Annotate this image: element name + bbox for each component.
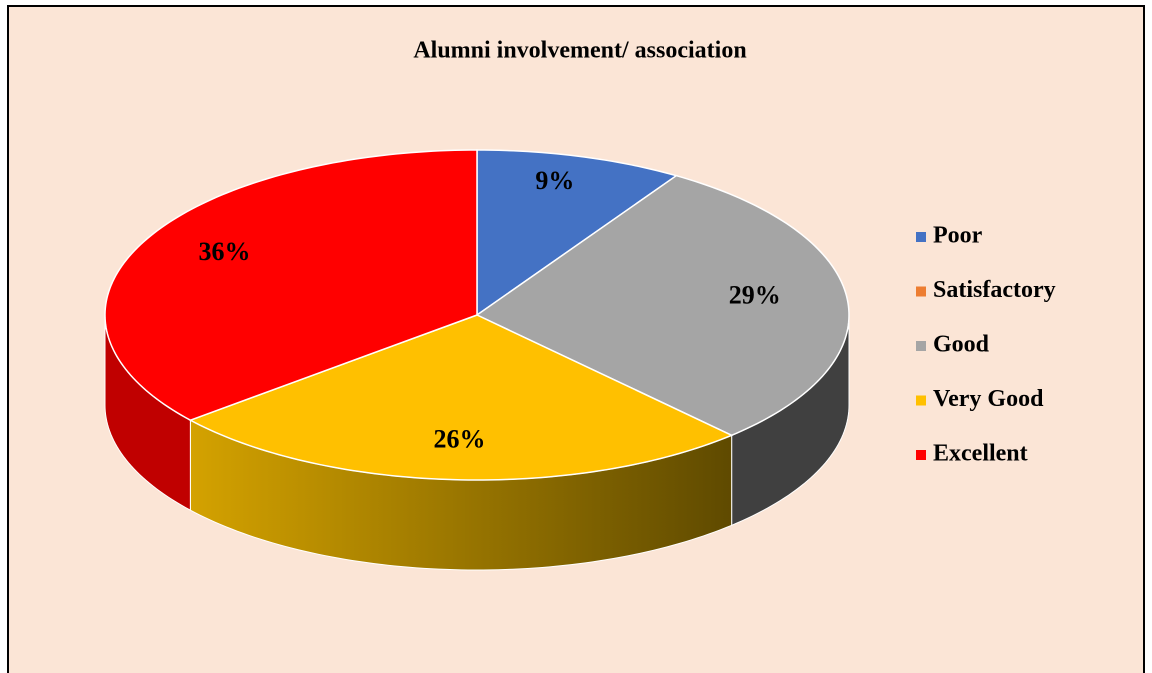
legend-label: Satisfactory xyxy=(933,277,1056,303)
pie-slice xyxy=(476,149,679,317)
legend-swatch xyxy=(916,232,926,242)
legend-swatch xyxy=(916,341,926,351)
pie-slice xyxy=(104,149,478,421)
legend-swatch xyxy=(916,286,926,297)
legend-swatch xyxy=(916,450,926,460)
legend-swatch xyxy=(916,395,926,406)
legend-label: Excellent xyxy=(933,441,1028,467)
data-label: 9% xyxy=(535,166,574,195)
legend-label: Poor xyxy=(933,223,983,249)
data-label: 29% xyxy=(729,281,781,310)
pie-slice xyxy=(188,314,734,481)
chart-border xyxy=(7,5,1145,673)
legend-label: Good xyxy=(933,332,990,358)
pie: 9% 29% 26% 36% xyxy=(104,149,850,571)
legend-label: Very Good xyxy=(933,386,1044,412)
legend: Poor Satisfactory Good Very Good Excellent xyxy=(916,223,1056,467)
pie-slice xyxy=(475,174,850,437)
data-label: 36% xyxy=(199,237,251,266)
data-label: 26% xyxy=(433,425,485,454)
chart-title: Alumni involvement/ association xyxy=(413,38,746,64)
